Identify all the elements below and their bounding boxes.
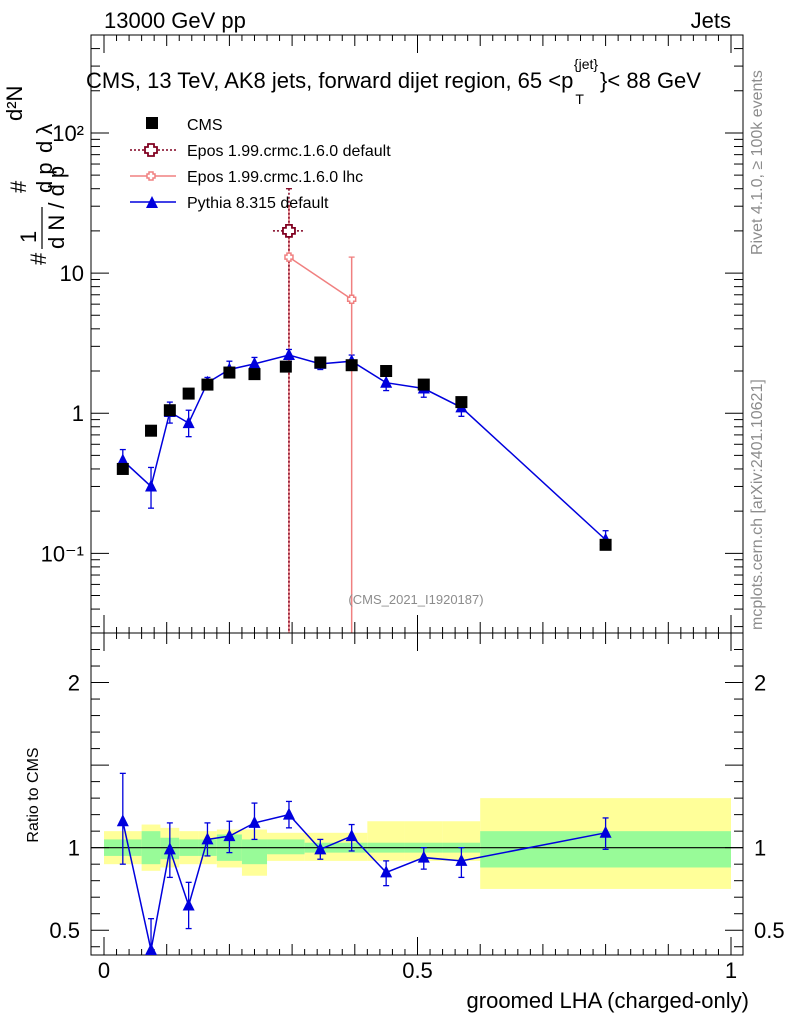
ratio-uncertainty-bands [104, 798, 731, 889]
header-right: Jets [691, 8, 731, 33]
epos-lhc-line [288, 256, 353, 300]
ratio-y-tick-label-right: 1 [754, 836, 766, 861]
x-tick-label: 1 [725, 958, 737, 983]
epos-lhc-point [284, 252, 294, 262]
svg-text:d²N: d²N [2, 86, 27, 121]
cms-point [417, 378, 430, 391]
x-tick-label: 0.5 [402, 958, 433, 983]
epos-default-point [282, 223, 296, 238]
legend: CMS Epos 1.99.crmc.1.6.0 default Epos 1.… [130, 117, 391, 212]
ratio-pythia-point [182, 898, 195, 911]
cms-point [145, 424, 158, 437]
cms-point [223, 366, 236, 379]
legend-marker-cms [146, 117, 158, 129]
ratio-y-tick-label-left: 2 [68, 671, 80, 696]
x-tick-label: 0 [98, 958, 110, 983]
cms-point [248, 368, 261, 381]
ratio-axes: 0 0.5 1 0.5 0.5 1 1 2 2 [49, 632, 785, 983]
ratio-y-tick-label-left: 0.5 [49, 918, 80, 943]
ratio-pythia-point [599, 825, 612, 838]
side-mcplots-text: mcplots.cern.ch [arXiv:2401.10621] [749, 379, 766, 630]
pythia-point [116, 453, 129, 466]
pythia-line [122, 354, 607, 541]
cms-point [182, 387, 195, 400]
cms-point [599, 538, 612, 551]
svg-text:Ratio to CMS: Ratio to CMS [25, 747, 42, 842]
svg-text:#: # [26, 252, 51, 265]
legend-label-epos-default: Epos 1.99.crmc.1.6.0 default [187, 143, 391, 160]
legend-label-pythia: Pythia 8.315 default [187, 195, 329, 212]
y-tick-label: 1 [72, 401, 84, 426]
ratio-y-tick-label-right: 0.5 [754, 918, 785, 943]
side-rivet-text: Rivet 4.1.0, ≥ 100k events [749, 70, 766, 255]
cms-point [279, 360, 292, 373]
ratio-pythia-point [345, 829, 358, 842]
svg-text:Rivet 4.1.0, ≥ 100k events: Rivet 4.1.0, ≥ 100k events [749, 70, 766, 255]
svg-text:d λ: d λ [32, 124, 57, 153]
pythia-point [380, 375, 393, 388]
cms-point [116, 462, 129, 475]
svg-text:d N / d p: d N / d p [44, 166, 69, 249]
x-axis-title: groomed LHA (charged-only) [467, 988, 749, 1013]
ratio-pythia-point [145, 943, 158, 956]
cms-point [455, 396, 468, 409]
ratio-pythia-point [116, 814, 129, 827]
legend-label-cms: CMS [187, 117, 223, 134]
y-tick-label: 10² [52, 121, 84, 146]
ratio-pythia-line [122, 813, 606, 951]
plot-title: CMS, 13 TeV, AK8 jets, forward dijet reg… [86, 56, 701, 107]
legend-marker-pythia [146, 196, 158, 208]
legend-marker-epos-lhc [146, 171, 156, 181]
cms-point [163, 404, 176, 417]
analysis-id-watermark: (CMS_2021_I1920187) [348, 592, 483, 607]
svg-text:mcplots.cern.ch [arXiv:2401.10: mcplots.cern.ch [arXiv:2401.10621] [749, 379, 766, 630]
main-data [116, 188, 612, 633]
cms-point [345, 359, 358, 372]
ratio-pythia-point [314, 842, 327, 855]
legend-marker-epos-default [144, 143, 158, 157]
legend-label-epos-lhc: Epos 1.99.crmc.1.6.0 lhc [187, 169, 363, 186]
ratio-data [116, 772, 612, 956]
ratio-pythia-point [417, 850, 430, 863]
cms-point [201, 378, 214, 391]
pythia-point [145, 479, 158, 492]
ratio-pythia-point [380, 865, 393, 878]
epos-lhc-point [346, 294, 357, 305]
ratio-band-outer [367, 821, 405, 861]
cms-point [314, 356, 327, 369]
y-tick-label: 10 [60, 261, 84, 286]
ratio-pythia-point [201, 832, 214, 845]
header-left: 13000 GeV pp [104, 8, 246, 33]
svg-text:#: # [6, 180, 31, 193]
ratio-pythia-point [455, 853, 468, 866]
main-axes: 10⁻¹ 1 10 10² [41, 34, 743, 633]
main-y-axis-title: # 1 d N / d p # d p d λ d²N [2, 86, 69, 265]
svg-text:1: 1 [16, 231, 41, 243]
pythia-point [282, 348, 295, 361]
ratio-pythia-point [248, 815, 261, 828]
ratio-y-axis-title: Ratio to CMS [25, 747, 42, 842]
ratio-band-inner [241, 839, 268, 865]
cms-point [380, 365, 393, 378]
ratio-pythia-point [163, 842, 176, 855]
ratio-pythia-point [282, 807, 295, 820]
svg-text:d p: d p [32, 162, 57, 193]
ratio-y-tick-label-right: 2 [754, 671, 766, 696]
ratio-y-tick-label-left: 1 [68, 836, 80, 861]
pythia-point [182, 416, 195, 429]
ratio-pythia-point [223, 829, 236, 842]
y-tick-label: 10⁻¹ [41, 541, 84, 566]
pythia-point [248, 356, 261, 369]
ratio-band-inner [267, 839, 305, 855]
